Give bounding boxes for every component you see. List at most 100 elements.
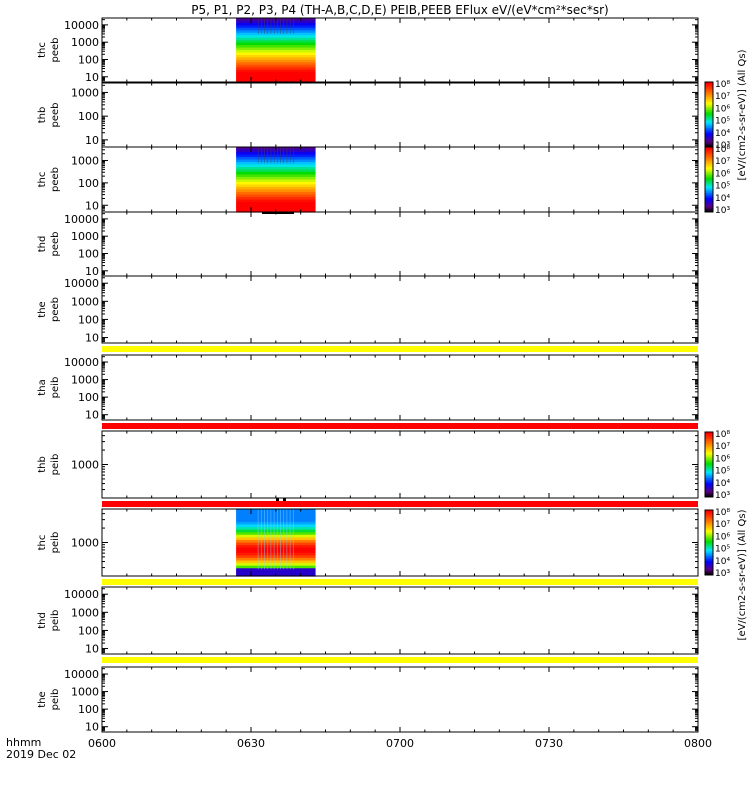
colorbar-cell [705, 132, 713, 135]
panel-frame [101, 146, 699, 213]
colorbar-cell [705, 179, 713, 182]
colorbar-cell [705, 467, 713, 470]
spectrogram-row [236, 35, 316, 39]
colorbar-cell [705, 103, 713, 106]
spectrogram-row [236, 159, 316, 163]
spectrogram-block [236, 509, 316, 577]
panel-the-peeb: 10 100 1000 10000 the peeb [37, 275, 699, 345]
y-tick-label: 10000 [64, 19, 99, 32]
panel-thc-peeb: 10 100 1000 10000 thc peeb [37, 17, 699, 84]
y-tick-label: 10 [85, 332, 99, 345]
spectrogram-row [236, 568, 316, 572]
spectrogram-row [236, 570, 316, 575]
colorbar-cell [705, 531, 713, 534]
colorbar-tick-label: 10⁵ [715, 182, 730, 192]
separator-strip [102, 423, 698, 429]
y-tick-label: 1000 [71, 295, 99, 308]
colorbar-cell [705, 98, 713, 101]
colorbar-cell [705, 171, 713, 174]
colorbar-frame [704, 431, 714, 498]
spectrogram-row [236, 25, 316, 29]
colorbar-cell [705, 112, 713, 115]
colorbar-cell [705, 189, 713, 192]
spectrogram-row [236, 67, 316, 71]
spectrogram-row [236, 182, 316, 186]
y-axis-label-product: peib [50, 454, 61, 476]
colorbar-frame [704, 509, 714, 576]
spectrogram-row [236, 30, 316, 34]
spectrogram-row [236, 529, 316, 533]
colorbar-cell [705, 210, 713, 213]
y-axis-label-product: peeb [50, 167, 61, 192]
spectrogram-row [236, 545, 316, 549]
spectrogram-row [236, 197, 316, 201]
spectrogram-row [236, 555, 316, 559]
spectrogram-row [236, 72, 316, 76]
spectrogram-row [236, 539, 316, 544]
spectrogram-row [236, 187, 316, 191]
time-tick-label: 0800 [684, 737, 712, 750]
spectrogram-row [236, 524, 316, 528]
colorbar-tick-label: 10⁷ [715, 442, 730, 452]
spectrogram-row [236, 162, 316, 166]
spectrogram-row [236, 184, 316, 188]
panel-thc-peib: 1000 thc peib [37, 508, 699, 577]
spectrogram-row [236, 550, 316, 554]
colorbar-cell [705, 448, 713, 451]
colorbar-cell [705, 147, 713, 150]
time-tick-label: 0600 [88, 737, 116, 750]
time-tick-label: 0700 [386, 737, 414, 750]
panel-frame [101, 666, 699, 733]
colorbar-cell [705, 174, 713, 177]
colorbar-cell [705, 199, 713, 202]
separator-strip [102, 579, 698, 585]
colorbar-cell [705, 91, 713, 94]
colorbar-cell [705, 453, 713, 456]
y-axis-label-probe: thc [37, 535, 48, 551]
spectrogram-row [236, 199, 316, 203]
colorbar-cell [705, 436, 713, 439]
y-tick-label: 1000 [71, 459, 99, 472]
spectrogram-row [236, 45, 316, 49]
plot-title: P5, P1, P2, P3, P4 (TH-A,B,C,D,E) PEIB,P… [191, 3, 608, 17]
y-axis-label-product: peeb [50, 103, 61, 128]
colorbar-cell [705, 203, 713, 206]
colorbar-cell [705, 208, 713, 211]
colorbar-cell [705, 143, 713, 146]
colorbar-cell [705, 169, 713, 172]
spectrogram-row [236, 64, 316, 68]
colorbar-cell [705, 433, 713, 436]
colorbar-cell [705, 435, 713, 438]
spectrogram-row [236, 192, 316, 196]
spectrogram-row [236, 52, 316, 56]
colorbar-cell [705, 466, 713, 469]
colorbar-cell [705, 484, 713, 487]
y-tick-label: 10000 [64, 588, 99, 601]
colorbar-cell [705, 529, 713, 532]
spectrogram-row [236, 20, 316, 24]
y-tick-label: 1000 [71, 230, 99, 243]
colorbar-cell [705, 510, 713, 513]
separator-strip [102, 346, 698, 352]
colorbar-cell [705, 464, 713, 467]
spectrogram-row [236, 207, 316, 211]
y-axis-label-probe: the [37, 691, 48, 707]
colorbar-cell [705, 545, 713, 548]
colorbar-cell [705, 153, 713, 156]
colorbar-cell [705, 186, 713, 189]
colorbar-cell [705, 490, 713, 493]
y-tick-label: 100 [78, 247, 99, 260]
y-axis-label-product: peib [50, 532, 61, 554]
panel-frame [101, 17, 699, 83]
colorbar-cell [705, 166, 713, 169]
colorbar-tick-label: 10⁸ [715, 145, 730, 155]
colorbar-cell [705, 540, 713, 543]
colorbar-title: [eV/(cm2-s-sr-eV)] (All Qs) [737, 509, 748, 640]
panel-the-peib: 10 100 1000 10000 the peib [37, 666, 699, 734]
colorbar-cell [705, 82, 713, 85]
panel-frame [101, 508, 699, 577]
spectrogram-row [236, 157, 316, 161]
spectrogram-row [236, 189, 316, 193]
colorbar-cell [705, 523, 713, 526]
